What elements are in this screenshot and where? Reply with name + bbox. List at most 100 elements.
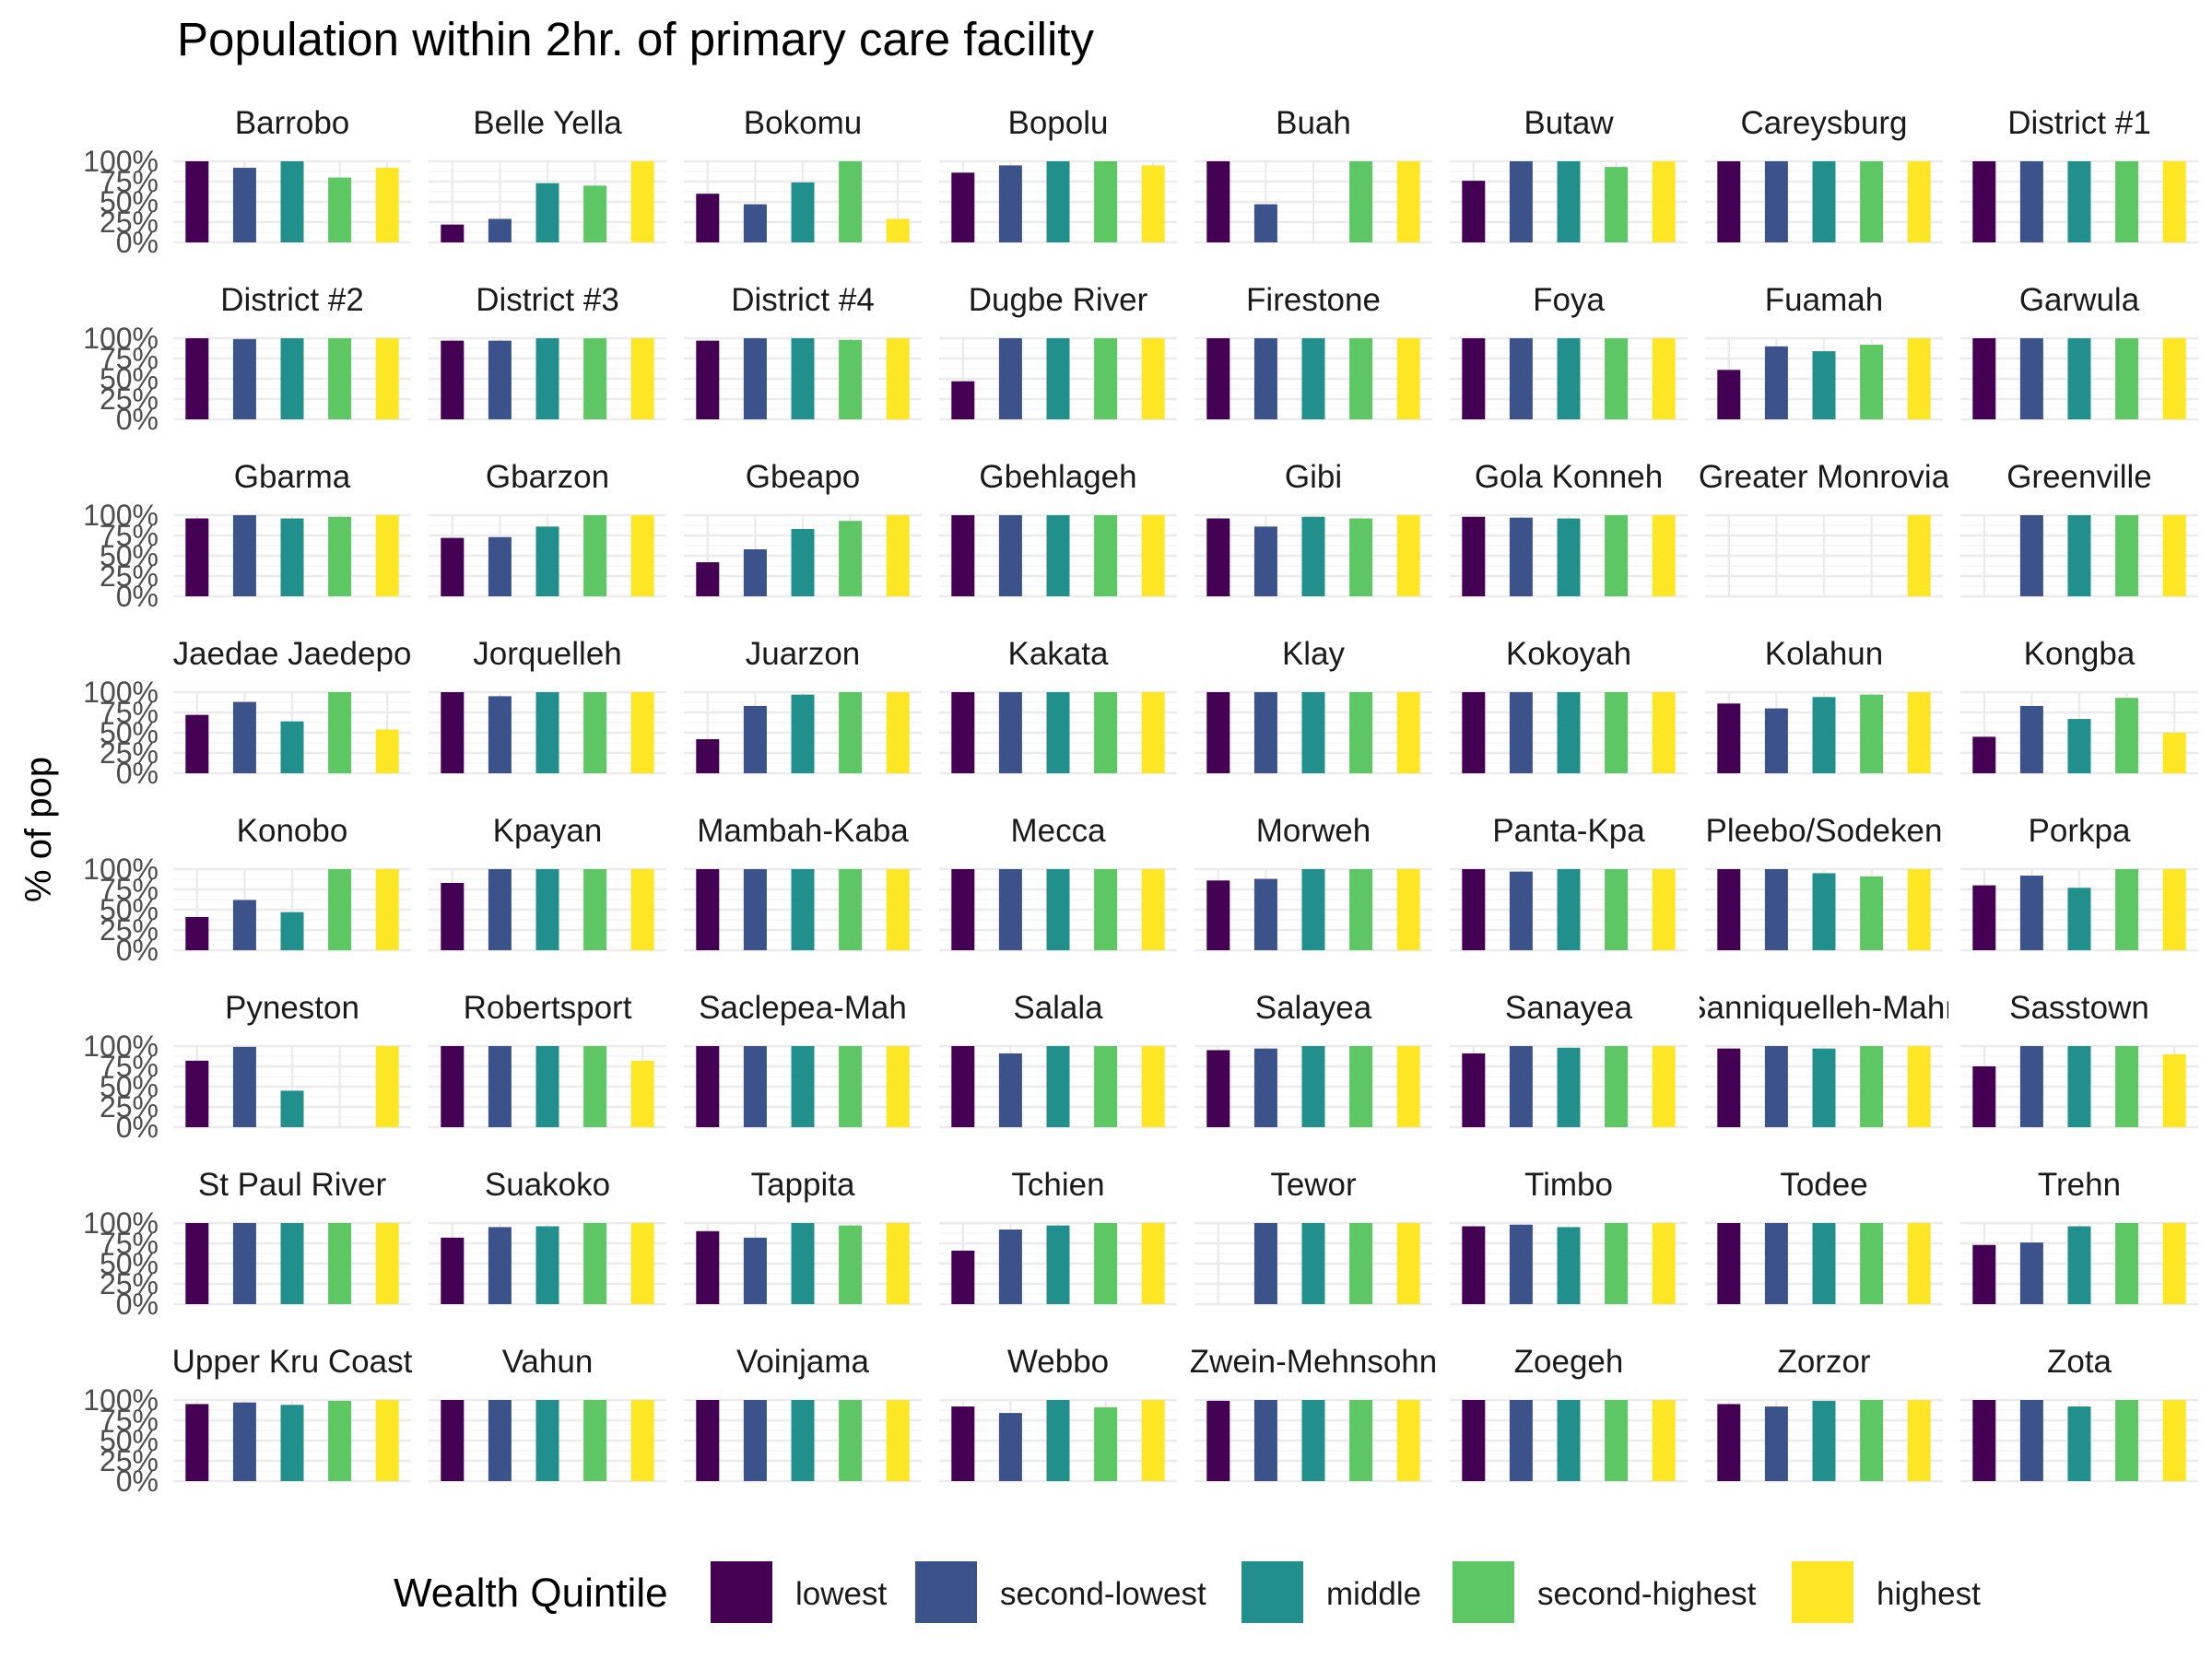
bar [375, 869, 399, 950]
bar [375, 338, 399, 419]
facet-label: Barrobo [235, 105, 350, 141]
bar [1396, 515, 1420, 596]
facet-label: Sanniquelleh-Mahn [1685, 990, 1963, 1026]
facet-panel: Sanayea [1450, 990, 1688, 1129]
facet-label: Gibi [1285, 459, 1342, 495]
bar [1046, 161, 1070, 242]
bar [1349, 161, 1373, 242]
bar [1557, 692, 1581, 773]
bar [1605, 167, 1629, 242]
bar [2162, 1400, 2186, 1481]
bar [1972, 1400, 1996, 1481]
bar [998, 692, 1022, 773]
y-tick-label: 100% [83, 1030, 159, 1063]
legend-key [711, 1561, 772, 1623]
bar [1396, 338, 1420, 419]
bar [232, 1046, 256, 1127]
facet-label: Saclepea-Mah [699, 990, 907, 1026]
bar [1141, 869, 1165, 950]
bar [441, 1046, 465, 1127]
bar [1509, 1046, 1533, 1127]
bar [886, 869, 910, 950]
bar [535, 1400, 559, 1481]
bar [1972, 161, 1996, 242]
bar [1462, 516, 1486, 596]
bar [1907, 869, 1931, 950]
bar [1812, 351, 1836, 419]
y-tick-label: 75% [100, 1050, 159, 1083]
bar [1764, 1046, 1788, 1127]
bar [280, 1223, 304, 1304]
facet-label: Gbarma [234, 459, 351, 495]
bar [280, 1405, 304, 1481]
bar [1396, 161, 1420, 242]
facet-label: Panta-Kpa [1492, 813, 1645, 849]
facet-label: Butaw [1524, 105, 1614, 141]
facet-label: Greenville [2006, 459, 2152, 495]
bar [839, 339, 863, 419]
facet-panel: Greater Monrovia [1700, 459, 1948, 598]
facet-panel: Jaedae Jaedepo 0%25%50%75%100% [83, 636, 411, 790]
bar [583, 692, 607, 773]
bar [1253, 878, 1277, 950]
bar [886, 515, 910, 596]
facet-label: Gbeapo [746, 459, 861, 495]
facet-label: Kakata [1008, 636, 1109, 672]
bar [1462, 1053, 1486, 1127]
bar [630, 692, 654, 773]
bar [2019, 1046, 2043, 1127]
facet-label: Pleebo/Sodeken [1706, 813, 1943, 849]
facet-panel: Zoegeh [1450, 1344, 1688, 1483]
facet-label: Tewor [1270, 1167, 1357, 1203]
y-tick-label: 50% [100, 1424, 159, 1457]
facet-label: Vahun [502, 1344, 594, 1380]
legend-title: Wealth Quintile [394, 1571, 668, 1616]
bar [1860, 694, 1884, 773]
bar [1396, 692, 1420, 773]
bar [1253, 526, 1277, 596]
y-tick-label: 75% [100, 165, 159, 198]
bar [2067, 1406, 2091, 1481]
bar [1396, 869, 1420, 950]
facet-label: Zwein-Mehnsohn [1190, 1344, 1437, 1380]
facet-panel: Sanniquelleh-Mahn [1685, 990, 1963, 1129]
bar [1141, 1223, 1165, 1304]
bar [1764, 346, 1788, 419]
facet-panel: Kolahun [1705, 636, 1943, 775]
bar [696, 194, 720, 242]
bar [1349, 338, 1373, 419]
bar [375, 1046, 399, 1127]
facet-label: Mambah-Kaba [697, 813, 909, 849]
bar [839, 1225, 863, 1304]
facet-label: Jorquelleh [473, 636, 622, 672]
bar [2115, 1046, 2139, 1127]
bar [488, 218, 512, 242]
chart-title: Population within 2hr. of primary care f… [177, 13, 1094, 65]
legend-key [1792, 1561, 1853, 1623]
bar [441, 1237, 465, 1304]
facet-panel: Pyneston 0%25%50%75%100% [83, 990, 411, 1144]
bar [1605, 692, 1629, 773]
bar [185, 1404, 209, 1481]
facet-panel: District #1 [1960, 105, 2198, 244]
bar [375, 515, 399, 596]
bar [1509, 161, 1533, 242]
facet-label: Kolahun [1765, 636, 1883, 672]
y-tick-label: 75% [100, 873, 159, 906]
y-tick-label: 75% [100, 1404, 159, 1437]
facet-label: Pyneston [225, 990, 359, 1026]
bar [328, 338, 352, 419]
facet-panel: Zwein-Mehnsohn [1190, 1344, 1437, 1483]
bar [2067, 888, 2091, 950]
bar [1349, 1400, 1373, 1481]
y-tick-label: 0% [116, 1465, 159, 1498]
bar [232, 701, 256, 773]
bar [1301, 869, 1325, 950]
facet-panel: Klay [1194, 636, 1432, 775]
facet-panel: Kongba [1960, 636, 2198, 775]
facet-panel: Fuamah [1705, 282, 1943, 421]
facet-panel: Voinjama [684, 1344, 922, 1483]
bar [886, 1400, 910, 1481]
bar [1717, 161, 1741, 242]
facet-panel: Konobo 0%25%50%75%100% [83, 813, 411, 967]
